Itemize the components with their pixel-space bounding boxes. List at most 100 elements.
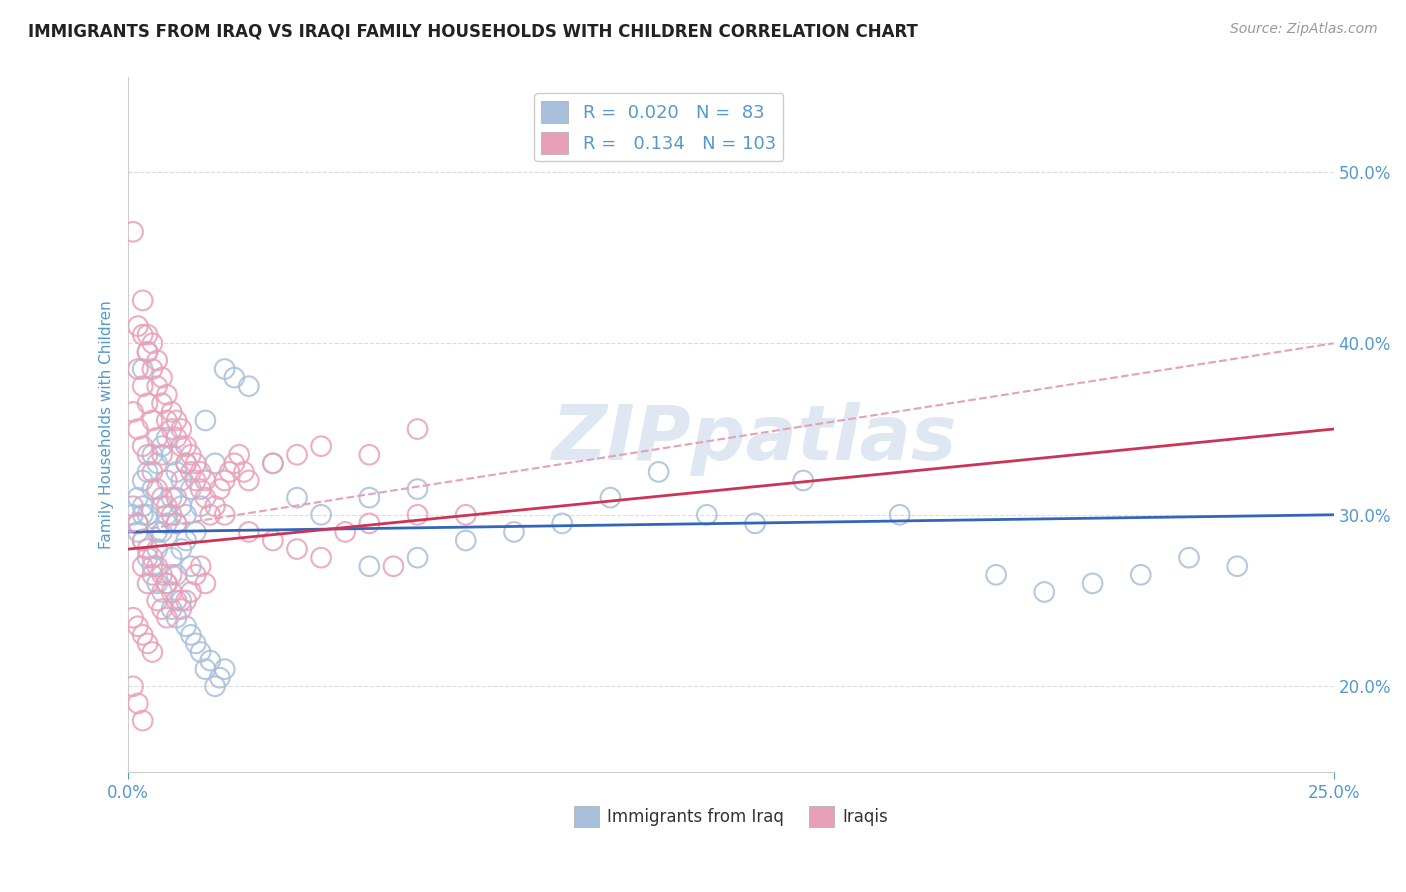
Point [136,448,159,462]
Point [238,474,260,488]
Point [122,508,145,522]
Point [132,559,155,574]
Point [166,593,188,607]
Point [309,508,332,522]
Point [132,533,155,548]
Point [141,482,163,496]
Point [127,524,149,539]
Point [184,474,207,488]
Point [174,456,197,470]
Point [647,465,669,479]
Point [160,405,183,419]
Point [150,602,173,616]
Point [214,662,236,676]
Point [335,524,357,539]
Point [406,482,429,496]
Point [156,500,179,514]
Point [174,456,197,470]
Point [359,516,381,531]
Point [170,542,193,557]
Point [190,645,212,659]
Point [224,370,246,384]
Point [238,524,260,539]
Point [889,508,911,522]
Point [208,671,231,685]
Point [146,576,169,591]
Point [146,456,169,470]
Point [127,619,149,633]
Point [150,567,173,582]
Point [190,500,212,514]
Point [180,559,202,574]
Point [224,456,246,470]
Point [127,697,149,711]
Point [156,388,179,402]
Point [146,542,169,557]
Point [382,559,405,574]
Point [160,448,183,462]
Point [166,516,188,531]
Point [127,491,149,505]
Point [184,524,207,539]
Point [174,439,197,453]
Point [156,610,179,624]
Point [204,679,226,693]
Point [127,516,149,531]
Point [194,474,217,488]
Point [214,508,236,522]
Point [132,362,155,376]
Point [141,336,163,351]
Point [599,491,621,505]
Legend: Immigrants from Iraq, Iraqis: Immigrants from Iraq, Iraqis [567,799,894,833]
Point [406,422,429,436]
Point [122,610,145,624]
Point [180,482,202,496]
Point [141,362,163,376]
Point [160,491,183,505]
Y-axis label: Family Households with Children: Family Households with Children [100,301,114,549]
Point [1226,559,1249,574]
Point [170,602,193,616]
Point [170,439,193,453]
Point [180,628,202,642]
Point [285,542,308,557]
Point [132,474,155,488]
Point [174,593,197,607]
Point [238,379,260,393]
Point [285,491,308,505]
Point [170,422,193,436]
Point [127,422,149,436]
Point [190,482,212,496]
Point [150,524,173,539]
Point [1033,585,1056,599]
Point [285,448,308,462]
Point [696,508,718,522]
Point [132,508,155,522]
Point [218,465,240,479]
Point [136,327,159,342]
Point [122,500,145,514]
Point [136,344,159,359]
Point [214,362,236,376]
Point [406,550,429,565]
Point [150,585,173,599]
Point [150,396,173,410]
Point [184,636,207,650]
Point [1081,576,1104,591]
Point [136,465,159,479]
Point [146,353,169,368]
Text: ZIPpatlas: ZIPpatlas [553,401,957,475]
Point [141,559,163,574]
Point [136,542,159,557]
Point [160,602,183,616]
Point [146,482,169,496]
Point [160,550,183,565]
Point [200,654,222,668]
Point [170,474,193,488]
Point [132,379,155,393]
Point [136,508,159,522]
Point [136,636,159,650]
Point [228,448,250,462]
Point [141,550,163,565]
Point [156,516,179,531]
